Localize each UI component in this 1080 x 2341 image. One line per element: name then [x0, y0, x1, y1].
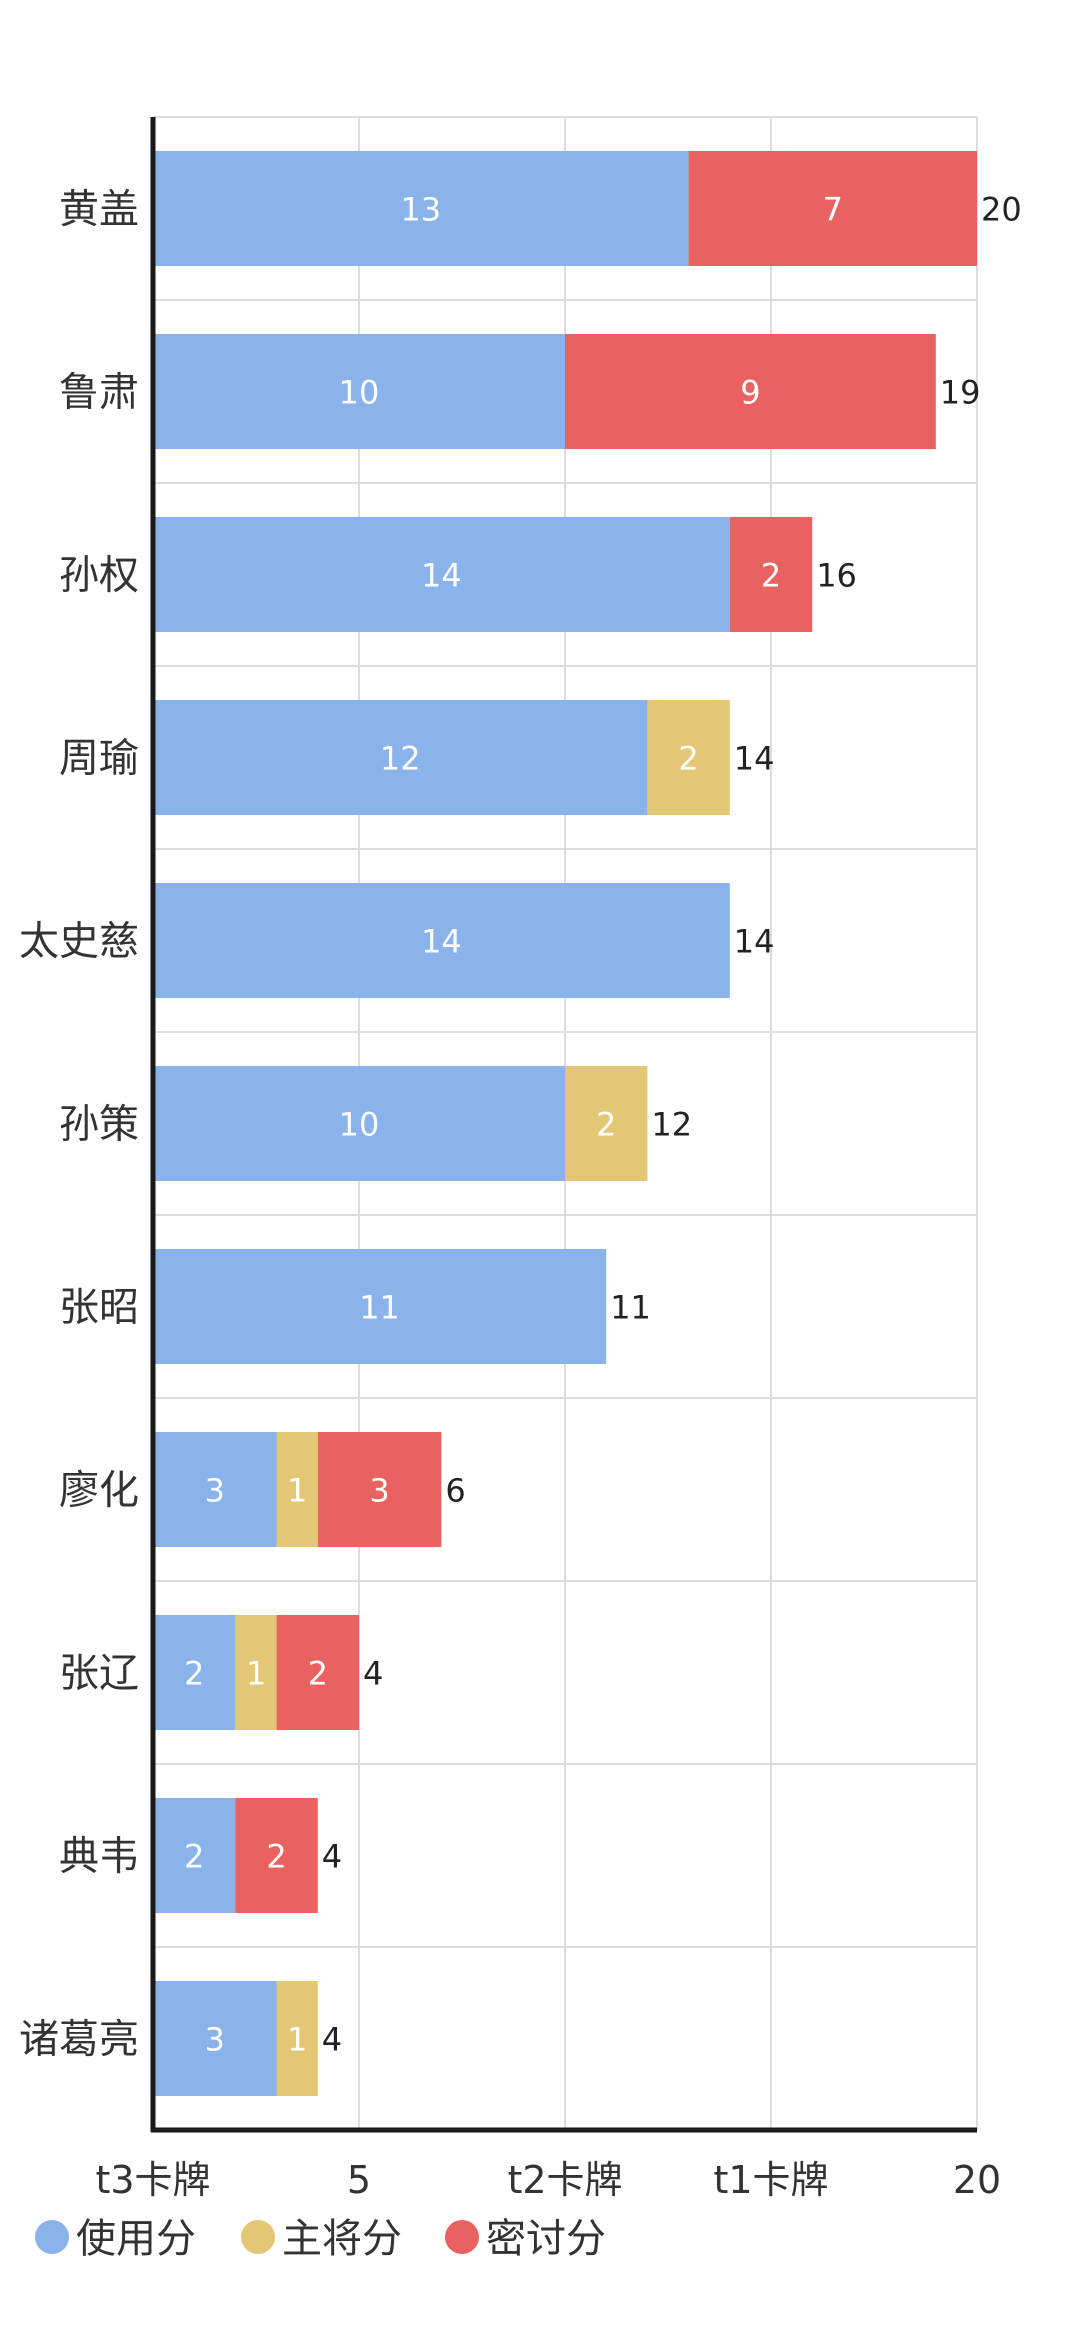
bar-segment-usage: [153, 151, 689, 266]
bar-total-label: 4: [322, 1838, 342, 1876]
bar-value-label: 3: [369, 1472, 389, 1510]
bar-value-label: 2: [184, 1838, 204, 1876]
bar-total-label: 14: [734, 740, 775, 778]
bar-segment-secret: [688, 151, 977, 266]
bar-value-label: 2: [761, 557, 781, 595]
category-label: 张昭: [59, 1285, 139, 1331]
bar-value-label: 9: [740, 374, 760, 412]
bar-segment-secret: [565, 334, 936, 449]
legend-swatch: [241, 2220, 275, 2254]
bar-segment-usage: [153, 1249, 607, 1364]
x-tick-label: 5: [347, 2158, 371, 2202]
legend-label: 密讨分: [486, 2216, 606, 2262]
category-label: 典韦: [59, 1834, 139, 1880]
bar-value-label: 2: [184, 1655, 204, 1693]
x-tick-label: t1卡牌: [713, 2158, 828, 2202]
bar-segment-secret: [235, 1798, 318, 1913]
bar-total-label: 19: [940, 374, 981, 412]
legend-swatch: [445, 2220, 479, 2254]
bar-value-label: 1: [287, 2021, 307, 2059]
legend-label: 使用分: [76, 2216, 196, 2262]
bar-value-label: 7: [823, 191, 843, 229]
bar-total-label: 14: [734, 923, 775, 961]
bar-segment-general: [647, 700, 730, 815]
bar-total-label: 4: [322, 2021, 342, 2059]
bar-value-label: 13: [400, 191, 441, 229]
bar-segment-usage: [153, 1432, 277, 1547]
bar-value-label: 1: [246, 1655, 266, 1693]
bar-value-label: 3: [205, 2021, 225, 2059]
bar-total-label: 12: [651, 1106, 692, 1144]
bar-value-label: 10: [339, 374, 380, 412]
bar-value-label: 14: [421, 557, 462, 595]
bar-total-label: 4: [363, 1655, 383, 1693]
legend-label: 主将分: [282, 2216, 402, 2262]
bar-segment-usage: [153, 1798, 236, 1913]
bar-value-label: 10: [339, 1106, 380, 1144]
category-label: 孙策: [59, 1102, 139, 1148]
bar-value-label: 2: [308, 1655, 328, 1693]
category-label: 孙权: [59, 553, 139, 599]
bar-segment-usage: [153, 1981, 277, 2096]
bar-segment-usage: [153, 883, 730, 998]
category-label: 廖化: [59, 1468, 139, 1514]
bar-value-label: 12: [380, 740, 421, 778]
category-label: 黄盖: [59, 187, 139, 233]
bar-segment-general: [565, 1066, 648, 1181]
bar-segment-general: [276, 1432, 318, 1547]
bar-segment-general: [235, 1615, 277, 1730]
bar-total-label: 20: [981, 191, 1022, 229]
bar-segment-secret: [729, 517, 813, 632]
bar-value-label: 3: [205, 1472, 225, 1510]
bar-value-label: 11: [359, 1289, 400, 1327]
x-tick-label: t2卡牌: [507, 2158, 622, 2202]
bar-value-label: 2: [678, 740, 698, 778]
bar-total-label: 16: [816, 557, 857, 595]
bar-segment-usage: [153, 334, 565, 449]
category-label: 周瑜: [59, 736, 139, 782]
bar-segment-general: [276, 1981, 318, 2096]
bar-segment-secret: [317, 1432, 442, 1547]
category-label: 鲁肃: [59, 370, 139, 416]
bar-total-label: 11: [610, 1289, 651, 1327]
bar-segment-usage: [153, 517, 730, 632]
category-label: 张辽: [59, 1651, 139, 1697]
bar-value-label: 2: [596, 1106, 616, 1144]
x-tick-label: t3卡牌: [95, 2158, 210, 2202]
category-label: 诸葛亮: [19, 2017, 139, 2063]
bar-value-label: 2: [266, 1838, 286, 1876]
x-tick-label: 20: [953, 2158, 1001, 2202]
legend-swatch: [35, 2220, 69, 2254]
category-label: 太史慈: [19, 919, 139, 965]
bar-value-label: 14: [421, 923, 462, 961]
bar-segment-usage: [153, 1066, 565, 1181]
bar-segment-usage: [153, 1615, 236, 1730]
bar-segment-secret: [276, 1615, 359, 1730]
bar-segment-usage: [153, 700, 648, 815]
bar-value-label: 1: [287, 1472, 307, 1510]
bar-total-label: 6: [445, 1472, 465, 1510]
